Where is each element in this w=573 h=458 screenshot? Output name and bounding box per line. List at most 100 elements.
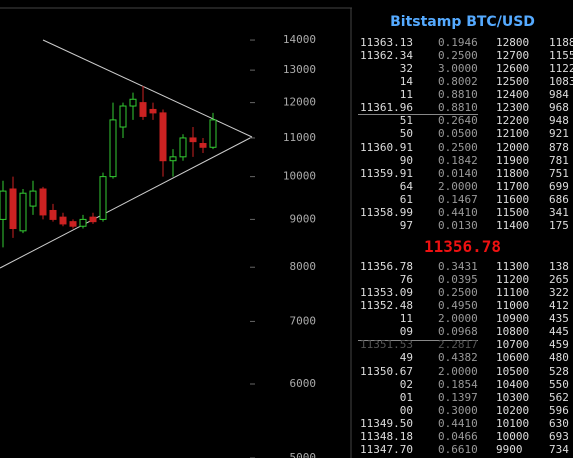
candle-body xyxy=(209,119,217,148)
depth-total: 878 xyxy=(549,140,569,154)
depth-total: 562 xyxy=(549,390,569,404)
candle-body xyxy=(59,216,67,225)
price: 11351.53 xyxy=(360,338,413,352)
price: 76 xyxy=(399,273,413,287)
candle-body xyxy=(169,156,177,162)
depth-level: 12300 xyxy=(496,101,530,115)
depth-level: 10300 xyxy=(496,390,530,404)
amount: 2.0000 xyxy=(438,312,478,326)
price: 09 xyxy=(399,325,413,339)
candle-body xyxy=(199,143,207,148)
depth-total: 596 xyxy=(549,403,569,417)
depth-total: 435 xyxy=(549,312,569,326)
depth-level: 10200 xyxy=(496,403,530,417)
amount: 0.8810 xyxy=(438,88,478,102)
depth-level: 11100 xyxy=(496,286,530,300)
candle-body xyxy=(79,218,87,227)
amount: 0.4410 xyxy=(438,416,478,430)
depth-total: 265 xyxy=(549,273,569,287)
amount: 0.1467 xyxy=(438,192,478,206)
candle-body xyxy=(119,105,127,128)
amount: 0.3431 xyxy=(438,260,478,273)
candle-body xyxy=(49,209,57,220)
book-title: Bitstamp BTC/USD xyxy=(390,14,535,30)
depth-total: 781 xyxy=(549,153,569,167)
depth-level: 11000 xyxy=(496,299,530,313)
candle-body xyxy=(89,216,97,223)
depth-level: 10500 xyxy=(496,364,530,378)
depth-level: 12500 xyxy=(496,75,530,89)
amount: 0.2500 xyxy=(438,49,478,63)
separator xyxy=(358,340,478,341)
depth-level: 11200 xyxy=(496,273,530,287)
y-tick-label: 8000 xyxy=(290,260,317,273)
price: 49 xyxy=(399,351,413,365)
price: 32 xyxy=(399,62,413,76)
candle-body xyxy=(129,98,137,107)
candle-body xyxy=(109,119,117,178)
y-tick-label: 9000 xyxy=(290,212,317,225)
price: 11359.91 xyxy=(360,166,413,180)
amount: 2.0000 xyxy=(438,179,478,193)
price: 11358.99 xyxy=(360,205,413,219)
candle-body xyxy=(19,192,27,232)
depth-total: 1122 xyxy=(549,62,573,76)
amount: 0.3000 xyxy=(438,403,478,417)
y-tick-label: 6000 xyxy=(290,377,317,390)
depth-level: 11900 xyxy=(496,153,530,167)
depth-total: 984 xyxy=(549,88,569,102)
candle-body xyxy=(189,137,197,143)
depth-level: 11500 xyxy=(496,205,530,219)
candle-body xyxy=(0,190,7,220)
depth-level: 12200 xyxy=(496,114,530,128)
amount: 0.4950 xyxy=(438,299,478,313)
amount: 2.0000 xyxy=(438,364,478,378)
depth-level: 10900 xyxy=(496,312,530,326)
price: 11363.13 xyxy=(360,36,413,49)
y-tick-label: 13000 xyxy=(283,63,316,76)
amount: 0.0130 xyxy=(438,218,478,232)
price: 11360.91 xyxy=(360,140,413,154)
price: 11350.67 xyxy=(360,364,413,378)
last-price: 11356.78 xyxy=(423,237,502,256)
depth-total: 480 xyxy=(549,351,569,365)
candle-body xyxy=(179,137,187,158)
depth-level: 11300 xyxy=(496,260,530,273)
candle-body xyxy=(159,112,167,162)
amount: 0.4382 xyxy=(438,351,478,365)
depth-total: 686 xyxy=(549,192,569,206)
price: 11356.78 xyxy=(360,260,413,273)
amount: 2.2817 xyxy=(438,338,478,352)
depth-level: 12700 xyxy=(496,49,530,63)
price: 11 xyxy=(399,312,413,326)
depth-total: 341 xyxy=(549,205,569,219)
depth-total: 734 xyxy=(549,442,569,456)
amount: 0.0968 xyxy=(438,325,478,339)
amount: 0.8810 xyxy=(438,101,478,115)
depth-level: 11400 xyxy=(496,218,530,232)
depth-total: 1188 xyxy=(549,36,573,49)
amount: 0.2500 xyxy=(438,140,478,154)
price: 64 xyxy=(399,179,413,193)
price: 11353.09 xyxy=(360,286,413,300)
price: 02 xyxy=(399,377,413,391)
candle-body xyxy=(39,188,47,216)
candle-body xyxy=(29,190,37,207)
depth-level: 11700 xyxy=(496,179,530,193)
depth-total: 1083 xyxy=(549,75,573,89)
amount: 0.1946 xyxy=(438,36,478,49)
trend-line xyxy=(0,136,253,269)
depth-level: 11600 xyxy=(496,192,530,206)
depth-total: 699 xyxy=(549,179,569,193)
price: 11352.48 xyxy=(360,299,413,313)
depth-level: 10700 xyxy=(496,338,530,352)
depth-total: 412 xyxy=(549,299,569,313)
depth-level: 10400 xyxy=(496,377,530,391)
price: 50 xyxy=(399,127,413,141)
y-tick-label: 7000 xyxy=(290,314,317,327)
price: 14 xyxy=(399,75,413,89)
depth-total: 445 xyxy=(549,325,569,339)
depth-total: 693 xyxy=(549,429,569,443)
depth-level: 9900 xyxy=(496,442,523,456)
